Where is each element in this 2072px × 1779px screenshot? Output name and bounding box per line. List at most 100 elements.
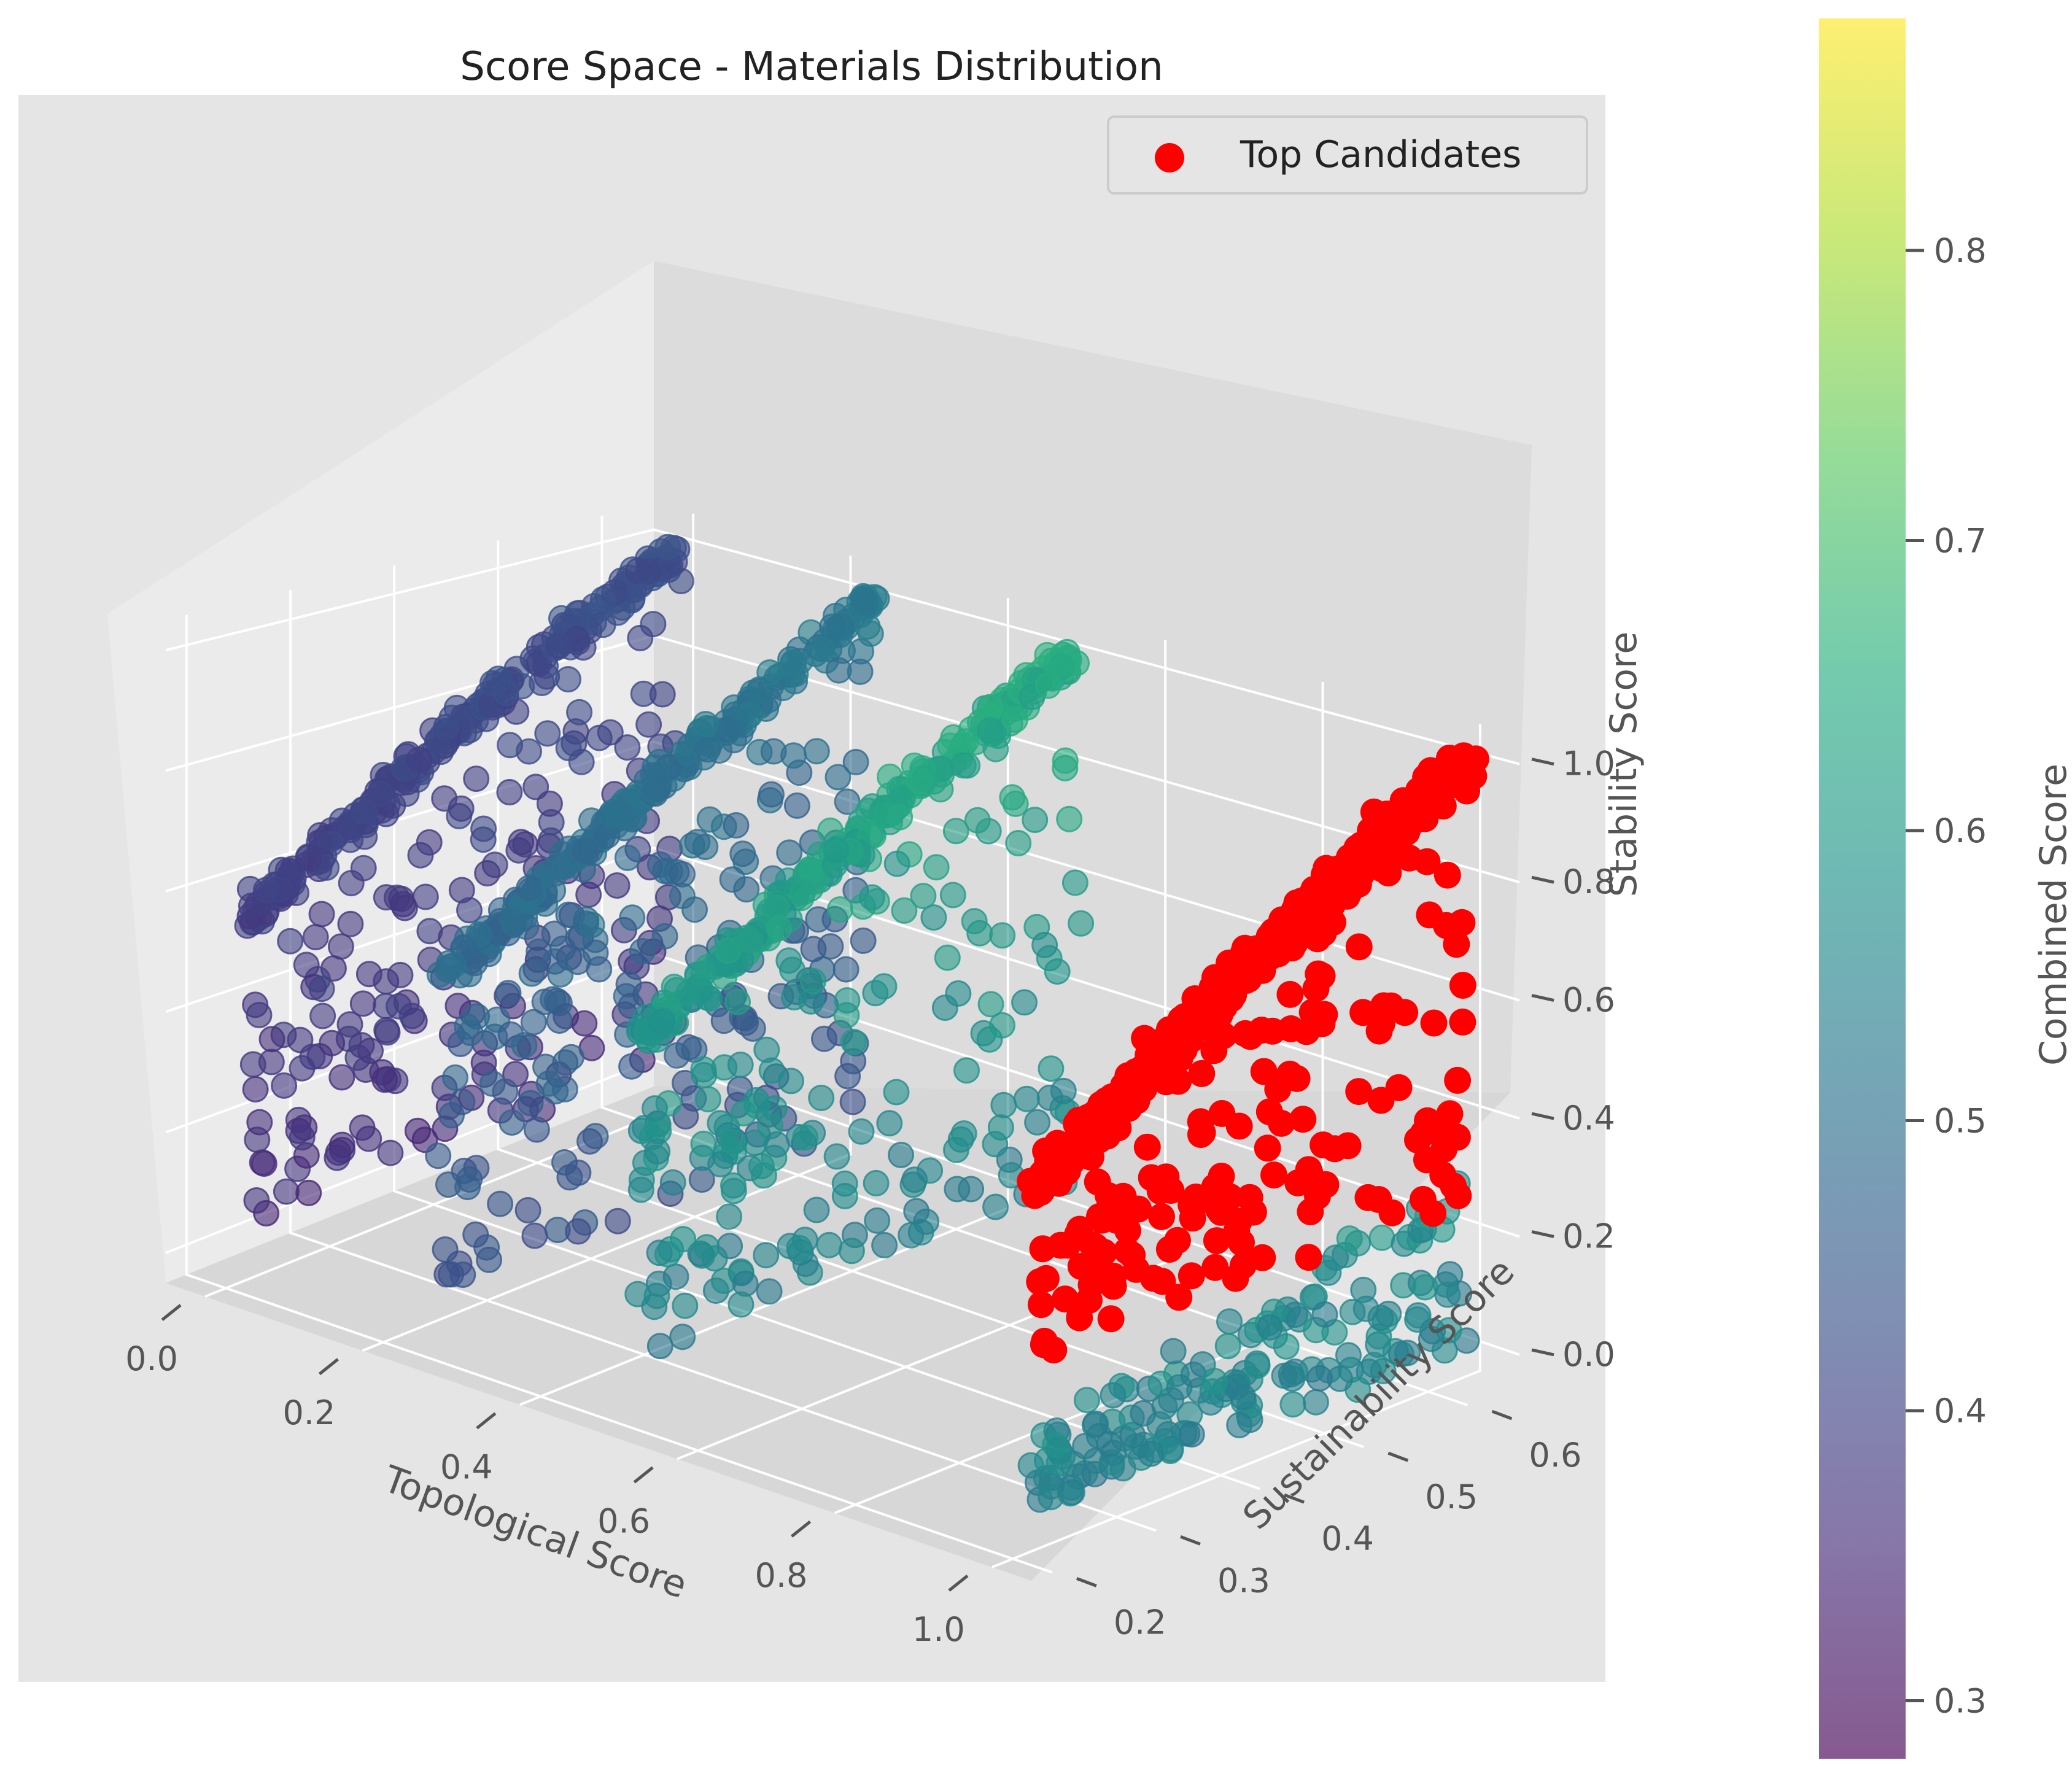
data-point-1244 — [790, 879, 817, 906]
data-point-907 — [864, 1207, 891, 1234]
data-point-327 — [246, 1002, 273, 1028]
data-point-1278 — [1279, 1391, 1306, 1418]
data-point-1404 — [1130, 1400, 1157, 1427]
top-candidate-point-463 — [1249, 1244, 1276, 1271]
data-point-1253 — [696, 985, 723, 1012]
data-point-1181 — [964, 807, 991, 834]
data-point-323 — [603, 872, 631, 899]
data-point-359 — [287, 1026, 314, 1053]
grid-y-1 — [289, 590, 1157, 1532]
data-point-1157 — [627, 1176, 654, 1203]
data-point-255 — [448, 795, 475, 822]
data-point-803 — [618, 1053, 645, 1080]
data-point-1235 — [1024, 1109, 1051, 1136]
top-candidate-point-259 — [1449, 972, 1476, 999]
top-candidate-point-442 — [1385, 1074, 1413, 1101]
top-candidate-point-467 — [1404, 1126, 1431, 1154]
data-point-832 — [541, 948, 568, 975]
top-candidate-point-342 — [1165, 1284, 1193, 1311]
data-point-839 — [780, 649, 807, 676]
top-candidate-point-393 — [1044, 1130, 1071, 1157]
top-candidate-point-466 — [1311, 1001, 1338, 1028]
data-point-411 — [536, 790, 563, 817]
data-point-487 — [842, 748, 869, 775]
data-point-836 — [556, 1164, 583, 1191]
top-candidate-point-135 — [1201, 1254, 1229, 1281]
data-point-409 — [505, 837, 532, 864]
top-candidate-point-387 — [1289, 1106, 1317, 1133]
top-candidate-point-326 — [1304, 1182, 1331, 1210]
data-point-1126 — [654, 1241, 681, 1268]
data-point-1196 — [775, 947, 802, 974]
grid-lines — [165, 513, 1520, 1574]
top-candidate-point-345 — [1188, 1060, 1216, 1087]
data-point-1378 — [1058, 1479, 1085, 1506]
z-tick-label-2: 0.4 — [1562, 1099, 1615, 1138]
top-candidate-point-475 — [1419, 1200, 1447, 1227]
z-tick-label-5: 1.0 — [1562, 745, 1615, 783]
y-tick-label-0: 0.2 — [1114, 1603, 1166, 1641]
data-point-1077 — [1022, 807, 1049, 834]
legend-marker-top-candidates — [1155, 143, 1184, 172]
top-candidate-point-486 — [1222, 1265, 1249, 1292]
top-candidate-point-352 — [1178, 1262, 1205, 1290]
data-point-672 — [651, 923, 678, 950]
data-point-1410 — [1072, 1433, 1099, 1460]
data-point-10 — [463, 765, 490, 793]
data-point-647 — [425, 1142, 452, 1169]
data-point-706 — [619, 904, 646, 931]
top-candidate-point-493 — [1352, 829, 1380, 856]
data-point-1405 — [1038, 1484, 1065, 1511]
data-point-1258 — [1043, 650, 1070, 677]
data-point-1414 — [1336, 1225, 1363, 1252]
z-tick-1 — [1531, 1230, 1554, 1238]
data-point-1123 — [823, 1143, 850, 1170]
data-point-1071 — [800, 967, 827, 994]
z-tick-label-4: 0.8 — [1562, 862, 1615, 901]
data-point-59 — [635, 711, 662, 738]
top-candidate-point-474 — [1440, 1172, 1467, 1200]
data-point-116 — [416, 918, 443, 945]
z-tick-0 — [1531, 1348, 1554, 1357]
grid-x-5 — [991, 724, 1481, 1568]
top-candidate-point-48 — [1148, 1203, 1175, 1230]
data-point-842 — [1068, 910, 1095, 937]
y-tick-label-1: 0.3 — [1217, 1561, 1270, 1600]
top-candidate-point-130 — [1228, 1229, 1255, 1257]
data-point-691 — [442, 1064, 468, 1091]
top-candidate-point-517 — [1163, 1034, 1190, 1062]
data-point-413 — [349, 990, 376, 1017]
data-point-757 — [517, 1090, 544, 1117]
data-point-1080 — [840, 1028, 867, 1055]
colorbar-tick-label-2: 0.5 — [1934, 1102, 1987, 1141]
data-point-1401 — [1138, 1440, 1165, 1467]
data-point-914 — [923, 854, 950, 881]
data-point-704 — [629, 938, 656, 964]
data-point-763 — [454, 1013, 481, 1040]
data-point-1118 — [848, 1118, 875, 1145]
data-point-1392 — [1214, 1333, 1241, 1360]
data-point-393 — [258, 1026, 285, 1053]
data-point-1256 — [750, 1162, 777, 1189]
data-point-525 — [783, 792, 810, 819]
z-axis-label: Stability Score — [1602, 632, 1645, 897]
data-point-142 — [250, 1150, 277, 1177]
data-point-455 — [832, 956, 859, 983]
data-point-989 — [942, 818, 969, 845]
data-point-1412 — [1201, 1368, 1228, 1395]
data-point-111 — [328, 1064, 355, 1091]
data-point-1125 — [693, 1234, 720, 1261]
data-point-408 — [319, 1029, 346, 1056]
x-tick-5 — [948, 1575, 969, 1592]
data-point-627 — [817, 933, 844, 960]
top-candidate-point-71 — [1133, 1133, 1161, 1161]
data-point-385 — [393, 780, 420, 807]
top-candidate-point-508 — [1191, 1002, 1219, 1029]
data-point-837 — [565, 1218, 592, 1245]
data-point-399 — [328, 807, 355, 834]
data-point-331 — [589, 611, 616, 638]
data-point-1082 — [662, 1263, 689, 1290]
data-point-654 — [578, 912, 605, 938]
data-point-189 — [327, 933, 354, 960]
data-point-631 — [834, 1063, 861, 1090]
